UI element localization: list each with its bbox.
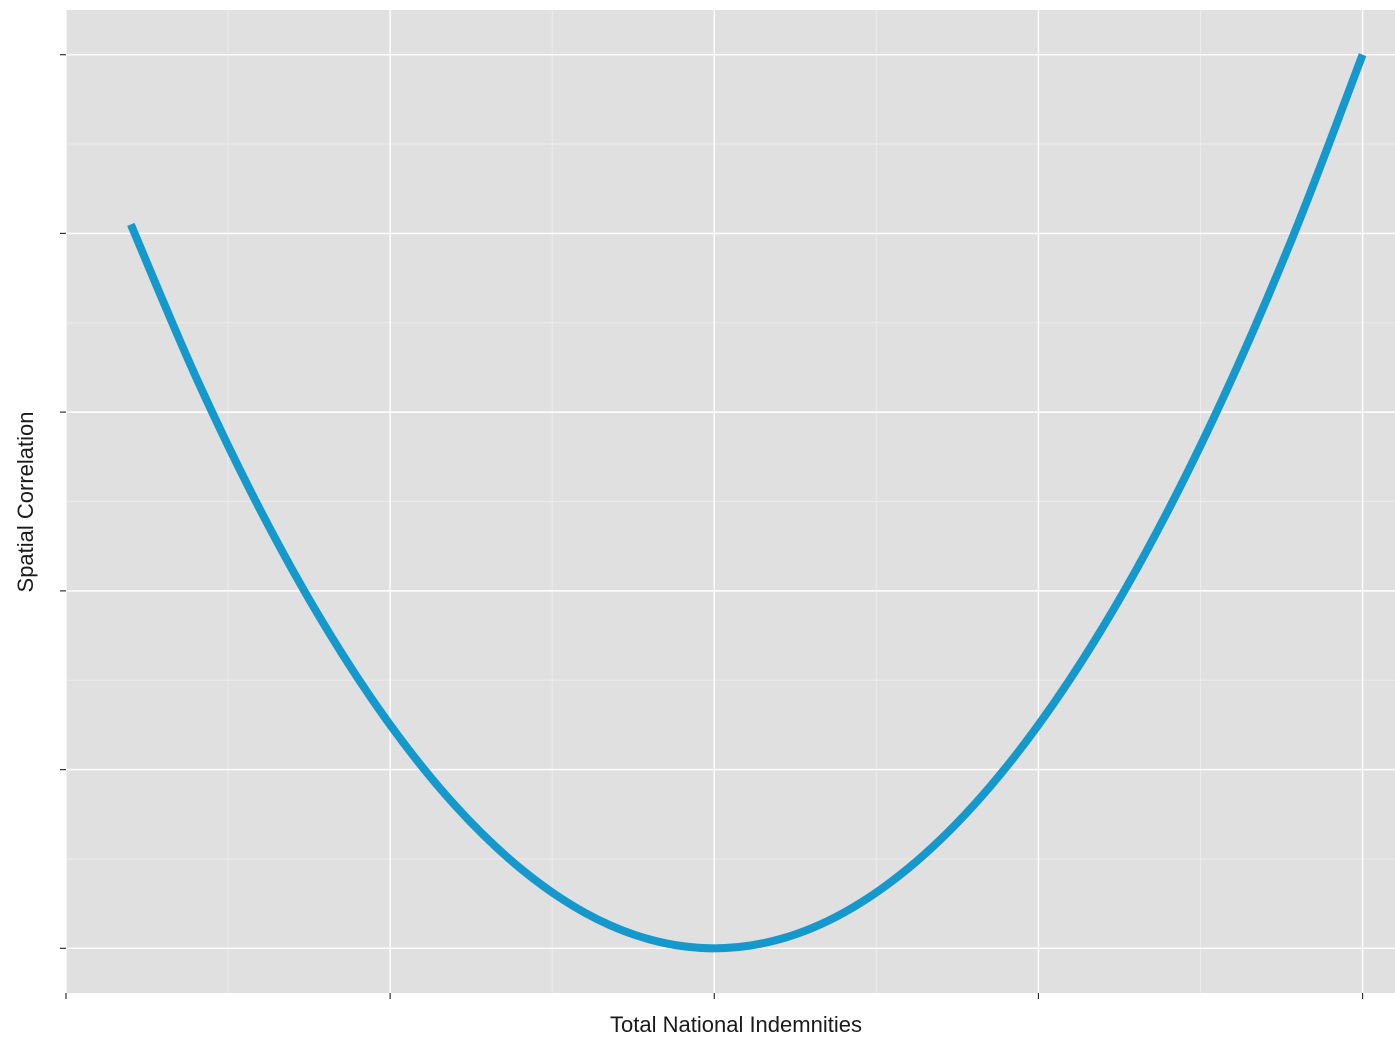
series-line (127, 53, 1367, 953)
x-axis-label: Total National Indemnities (610, 1012, 862, 1036)
y-axis-label: Spatial Correlation (13, 412, 38, 593)
axis-ticks (60, 54, 1364, 999)
